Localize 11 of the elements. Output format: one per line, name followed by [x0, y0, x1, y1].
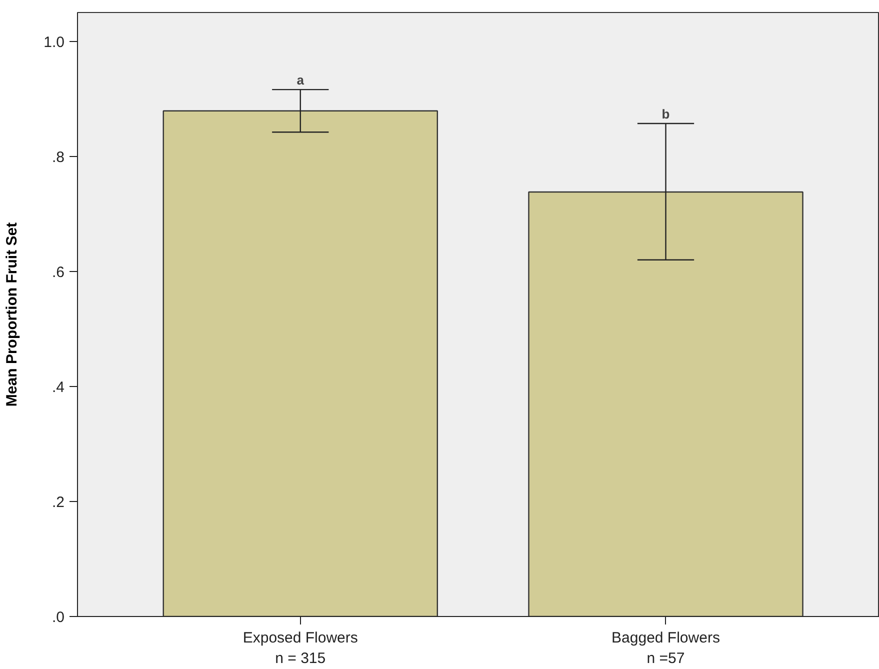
y-tick-label: .8: [52, 148, 65, 166]
y-tick-label: .6: [52, 264, 65, 281]
y-tick-label: .0: [52, 609, 65, 626]
x-tick-label: Exposed Flowers n = 315: [242, 630, 358, 667]
annotation: a: [296, 72, 305, 88]
annotation: b: [662, 106, 670, 122]
x-tick-label: Bagged Flowers n =57: [612, 630, 720, 667]
y-tick-label: .2: [52, 494, 65, 511]
y-axis-title: Mean Proportion Fruit Set: [4, 222, 21, 407]
y-tick-label: 1.0: [44, 34, 65, 51]
y-tick-label: .4: [52, 378, 65, 396]
